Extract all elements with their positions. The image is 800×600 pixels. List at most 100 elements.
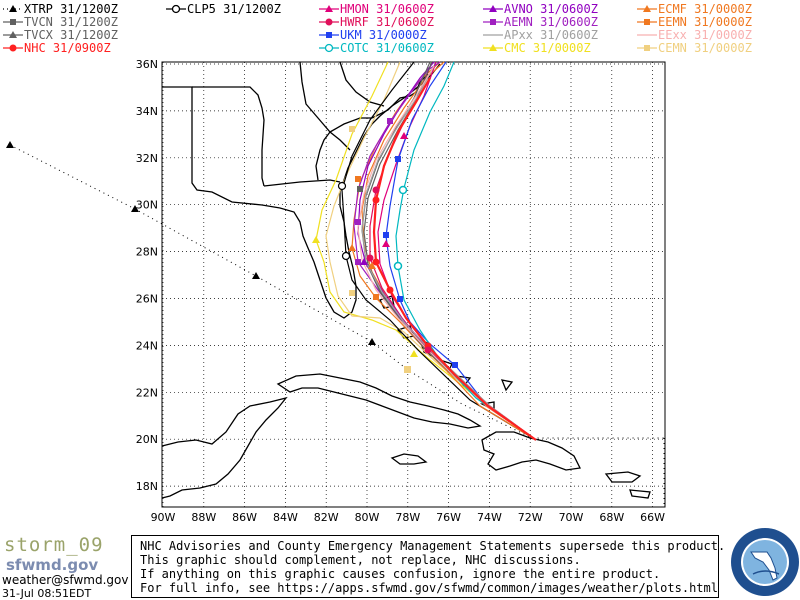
legend-label: HMON 31/0600Z [340,2,434,16]
legend-label: AEMN 31/0600Z [504,15,598,29]
disclaimer-line: For full info, see https://apps.sfwmd.go… [140,581,718,595]
latitude-label: 22N [136,386,158,399]
marker-eemn [373,294,379,300]
marker-cmc [410,350,418,357]
legend-item: ECMF 31/0000Z [636,2,752,16]
marker-ecmf [348,244,356,251]
map-frame [161,61,666,508]
marker-hwrf [366,254,374,262]
legend-label: TVCN 31/1200Z [24,15,118,29]
marker-hmon [400,132,408,139]
legend-item: TVCN 31/1200Z [2,15,118,29]
legend-item: COTC 31/0600Z [318,41,434,55]
marker-aemn [387,118,393,124]
longitude-label: 80W [355,511,380,524]
marker-avno [360,258,368,265]
legend-swatch [3,31,23,38]
contact-email: weather@sfwmd.gov [2,573,129,587]
latitude-labels: 36N 34N 32N 30N 28N 26N 24N 22N 20N 18N [136,58,158,493]
latitude-label: 18N [136,480,158,493]
marker-ukm [395,156,401,162]
marker-clp5 [337,181,347,191]
legend-label: XTRP 31/1200Z [24,2,118,16]
marker-clp5 [341,251,351,261]
legend-item: XTRP 31/1200Z [2,2,118,16]
legend-item: NHC 31/0900Z [2,41,111,55]
org-logo-text: sfwmd.gov [6,556,99,574]
sfwmd-seal-logo [731,528,799,596]
legend-item: CMC 31/0000Z [482,41,591,55]
latitude-label: 36N [136,58,158,71]
latitude-label: 26N [136,293,158,306]
latitude-label: 34N [136,105,158,118]
legend-swatch [3,19,23,25]
legend-label: UKM 31/0000Z [340,28,427,42]
latitude-label: 28N [136,246,158,259]
legend-label: HWRF 31/0600Z [340,15,434,29]
longitude-label: 70W [559,511,584,524]
marker-tvcn [357,186,363,192]
longitude-label: 76W [436,511,461,524]
legend-label: EEMN 31/0000Z [658,15,752,29]
latitude-label: 24N [136,339,158,352]
legend-label: ECMF 31/0000Z [658,2,752,16]
longitude-label: 72W [518,511,543,524]
latitude-label: 32N [136,152,158,165]
legend-item: TVCX 31/1200Z [2,28,118,42]
disclaimer-box: NHC Advisories and County Emergency Mana… [131,535,726,598]
track-eexx [357,65,537,441]
legend-label: CMC 31/0000Z [504,41,591,55]
legend-swatch [3,44,23,52]
legend-swatch [637,45,657,51]
marker-cemn [404,366,411,373]
legend-swatch [483,34,503,36]
legend-swatch [319,18,339,26]
legend-label: EExx 31/0000Z [658,28,752,42]
legend-swatch [483,5,503,12]
marker-nhc [372,196,380,204]
track-markers [312,118,458,373]
legend-label: CLP5 31/1200Z [187,2,281,16]
legend-label: TVCX 31/1200Z [24,28,118,42]
legend-label: COTC 31/0600Z [340,41,434,55]
disclaimer-line: NHC Advisories and County Emergency Mana… [140,539,726,553]
longitude-label: 74W [477,511,502,524]
marker-cemn [349,126,355,132]
longitude-label: 82W [314,511,339,524]
legend-item: APxx 31/0600Z [482,28,598,42]
marker-cotc [398,185,408,195]
longitude-label: 68W [599,511,624,524]
legend-item: UKM 31/0000Z [318,28,427,42]
marker-hwrf [424,346,432,354]
marker-ukm [397,296,403,302]
marker-ukm [383,232,389,238]
legend-swatch [637,34,657,36]
legend-item: CEMN 31/0000Z [636,41,752,55]
legend-item: CLP5 31/1200Z [165,2,281,16]
longitude-label: 88W [191,511,216,524]
longitude-label: 84W [273,511,298,524]
timestamp: 31-Jul 08:51EDT [2,587,92,600]
disclaimer-line: If anything on this graphic causes confu… [140,567,661,581]
legend-swatch [637,19,657,25]
longitude-label: 90W [151,511,176,524]
legend-swatch [319,5,339,12]
track-xtrp [6,141,665,507]
legend-label: CEMN 31/0000Z [658,41,752,55]
marker-aemn [355,259,361,265]
legend-swatch [166,4,186,14]
legend-item: EEMN 31/0000Z [636,15,752,29]
track-cmc [315,61,537,441]
legend-item: EExx 31/0000Z [636,28,752,42]
longitude-labels: 90W 88W 86W 84W 82W 80W 78W 76W 74W 72W 70W 68W 66W [151,511,666,524]
storm-name: storm_09 [4,534,104,556]
track-cemn [325,61,537,441]
marker-aemn [355,219,361,225]
marker-hmon [382,240,390,247]
legend-swatch [483,19,503,25]
latitude-label: 30N [136,199,158,212]
marker-cotc [393,261,403,271]
legend-swatch [319,32,339,38]
disclaimer-line: This graphic should complement, not repl… [140,553,581,567]
